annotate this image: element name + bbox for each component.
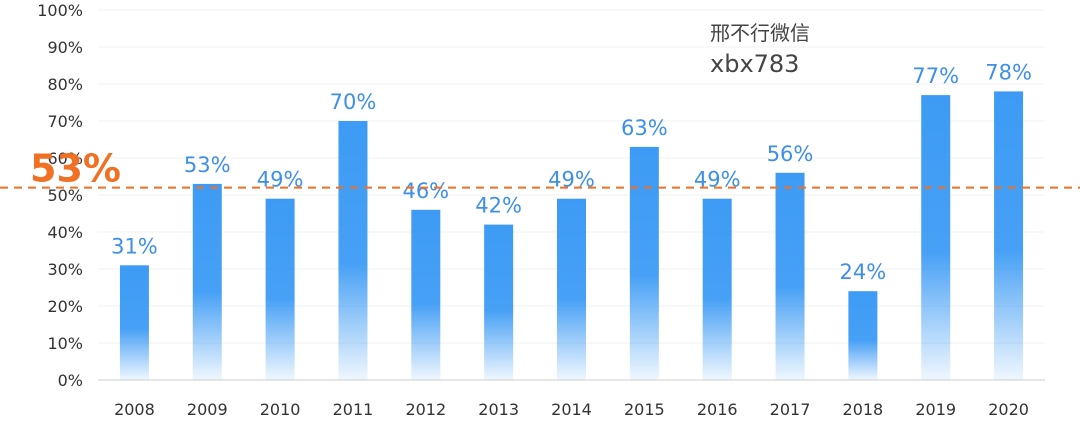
x-tick-label: 2015: [624, 400, 665, 419]
x-tick-label: 2012: [405, 400, 446, 419]
data-label: 24%: [840, 260, 887, 284]
reference-line-label: 53%: [30, 147, 121, 191]
y-tick-label: 90%: [47, 38, 83, 57]
bar: [338, 121, 368, 380]
bar: [702, 198, 732, 380]
y-tick-label: 30%: [47, 260, 83, 279]
bars: [119, 91, 1024, 381]
bar: [848, 291, 878, 380]
bar: [192, 183, 222, 380]
y-tick-label: 100%: [37, 1, 83, 20]
y-tick-label: 60%: [47, 149, 83, 168]
data-label: 31%: [111, 234, 158, 258]
bar: [994, 91, 1024, 381]
x-tick-label: 2018: [843, 400, 884, 419]
data-label: 70%: [330, 90, 377, 114]
bar: [775, 172, 805, 380]
grid-lines: [98, 9, 1045, 344]
y-axis: 0% 10% 20% 30% 40% 50% 60% 70% 80% 90% 100%: [37, 1, 83, 390]
x-tick-label: 2010: [260, 400, 301, 419]
x-tick-label: 2011: [333, 400, 374, 419]
bar: [265, 198, 295, 380]
y-tick-label: 80%: [47, 75, 83, 94]
x-tick-label: 2016: [697, 400, 738, 419]
x-tick-label: 2014: [551, 400, 592, 419]
y-tick-label: 10%: [47, 334, 83, 353]
data-label: 42%: [475, 194, 522, 218]
x-tick-label: 2013: [478, 400, 519, 419]
x-tick-label: 2020: [988, 400, 1029, 419]
bar: [119, 265, 149, 380]
y-tick-label: 40%: [47, 223, 83, 242]
bar: [629, 146, 659, 380]
watermark-line-1: 邢不行微信: [710, 21, 810, 45]
data-label: 49%: [548, 168, 595, 192]
data-label: 53%: [184, 153, 231, 177]
data-label: 77%: [912, 64, 959, 88]
x-tick-label: 2008: [114, 400, 155, 419]
bar: [484, 224, 514, 380]
y-tick-label: 0%: [58, 371, 83, 390]
x-tick-label: 2009: [187, 400, 228, 419]
bar: [411, 209, 441, 380]
data-label: 46%: [402, 179, 449, 203]
watermark-line-2: xbx783: [710, 50, 799, 78]
y-tick-label: 20%: [47, 297, 83, 316]
x-axis: 2008 2009 2010 2011 2012 2013 2014 2015 2016 2017…: [114, 400, 1029, 419]
x-tick-label: 2017: [770, 400, 811, 419]
y-tick-label: 50%: [47, 186, 83, 205]
data-label: 63%: [621, 116, 668, 140]
data-label: 78%: [985, 60, 1032, 84]
x-tick-label: 2019: [915, 400, 956, 419]
bar: [557, 198, 586, 380]
bar: [921, 95, 951, 380]
y-tick-label: 70%: [47, 112, 83, 131]
data-label: 56%: [767, 142, 814, 166]
